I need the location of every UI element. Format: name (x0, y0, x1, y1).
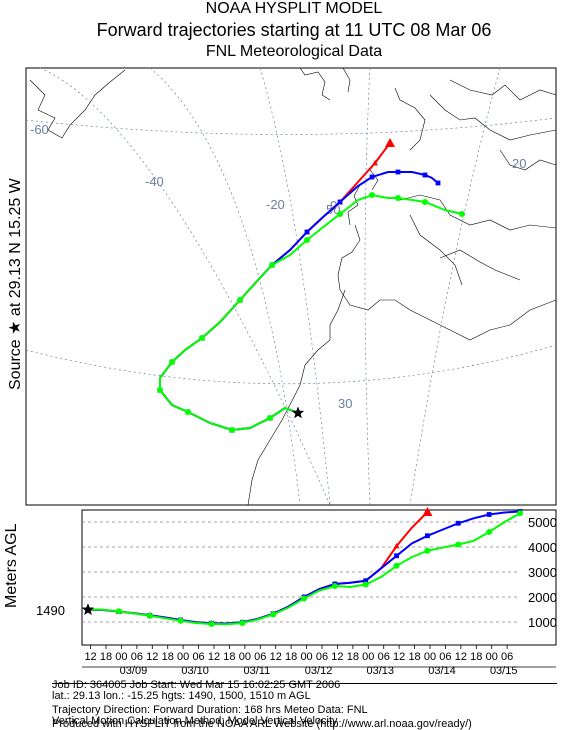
trajectory-point (385, 138, 395, 147)
longitude-label: -40 (145, 174, 164, 189)
coastline (247, 289, 346, 506)
trajectory-point (422, 199, 428, 205)
coastline (429, 94, 557, 141)
latitude-line (25, 117, 557, 135)
coastline (29, 69, 126, 139)
trajectory-point (369, 174, 375, 180)
coastline (499, 149, 557, 171)
coastline (399, 194, 557, 231)
longitude-line (149, 67, 301, 506)
trajectory-point (422, 172, 428, 178)
coastlines (29, 67, 557, 506)
trajectory-point (459, 211, 465, 217)
trajectory-point (269, 262, 275, 268)
trajectory-point (304, 237, 310, 243)
map-frame (25, 67, 557, 506)
coastline (449, 79, 557, 101)
trajectory-point (369, 192, 375, 198)
coastline (337, 224, 361, 291)
coastline (439, 249, 521, 281)
trajectory-point (435, 180, 441, 186)
trajectory-point (337, 211, 343, 217)
trajectory-1510 (157, 192, 465, 433)
trajectory-point (229, 427, 235, 433)
direction-duration: Trajectory Direction: Forward Duration: … (52, 704, 368, 716)
meteo-data-title: FNL Meteorological Data (205, 43, 383, 60)
map-graticule (25, 67, 557, 506)
produced-by: Produced with HYSPLIT from the NOAA ARL … (52, 718, 472, 730)
trajectory-point (157, 387, 163, 393)
trajectory-point (395, 169, 401, 175)
latitude-label: 30 (338, 396, 352, 411)
location-heights: lat.: 29.13 lon.: -15.25 hgts: 1490, 150… (52, 690, 311, 702)
longitude-label: -20 (266, 197, 285, 212)
longitude-label: -60 (30, 122, 49, 137)
trajectory-point (372, 160, 378, 166)
vertical-method: Vertical Motion Calculation Method: Mode… (52, 715, 338, 727)
trajectory-point (199, 335, 205, 341)
longitude-line (364, 67, 371, 506)
coastline (299, 67, 331, 101)
coastline (342, 67, 351, 93)
longitude-label: 0 (330, 198, 337, 213)
trajectory-point (237, 297, 243, 303)
model-title: NOAA HYSPLIT MODEL (205, 0, 383, 17)
trajectory-point (169, 359, 175, 365)
longitude-line (409, 67, 501, 506)
trajectory-point (337, 199, 343, 205)
coastline (347, 184, 361, 226)
job-info: Job ID: 364005 Job Start: Wed Mar 15 16:… (52, 679, 341, 691)
longitude-line (259, 67, 331, 506)
coastline (394, 87, 426, 151)
coastline (339, 289, 557, 341)
coastline (409, 214, 463, 286)
trajectory-point (267, 415, 273, 421)
trajectory-point (395, 195, 401, 201)
longitude-label: 20 (512, 156, 526, 171)
trajectory-point (185, 409, 191, 415)
trajectory-point (304, 229, 310, 235)
trajectories (157, 138, 465, 433)
source-star-icon (291, 406, 305, 419)
chart-title: Forward trajectories starting at 11 UTC … (96, 20, 492, 40)
longitude-line (39, 67, 331, 506)
